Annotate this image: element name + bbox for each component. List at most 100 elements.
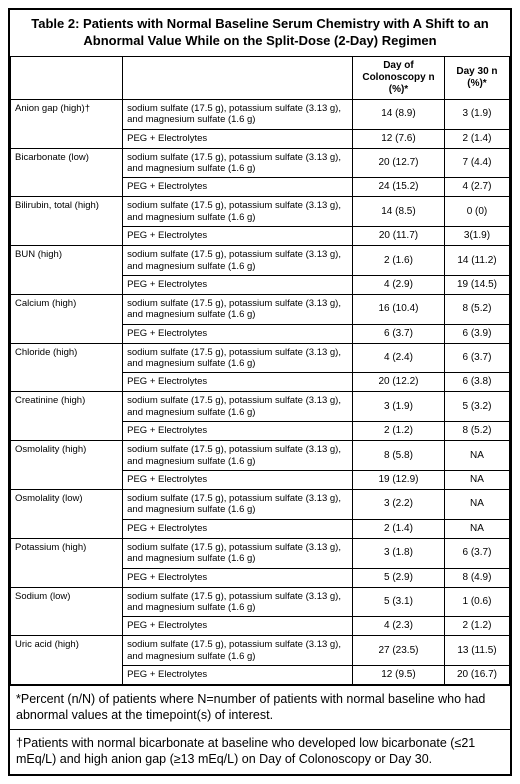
value-cell: 3 (1.9) <box>353 392 445 422</box>
treatment-cell: sodium sulfate (17.5 g), potassium sulfa… <box>123 538 353 568</box>
treatment-cell: sodium sulfate (17.5 g), potassium sulfa… <box>123 343 353 373</box>
table-row: Anion gap (high)†sodium sulfate (17.5 g)… <box>11 99 510 129</box>
treatment-cell: PEG + Electrolytes <box>123 666 353 685</box>
value-cell: 3 (1.9) <box>444 99 509 129</box>
value-cell: 4 (2.9) <box>353 275 445 294</box>
param-cell: Sodium (low) <box>11 587 123 636</box>
value-cell: 2 (1.6) <box>353 246 445 276</box>
param-cell: Osmolality (low) <box>11 490 123 539</box>
treatment-cell: sodium sulfate (17.5 g), potassium sulfa… <box>123 99 353 129</box>
value-cell: 1 (0.6) <box>444 587 509 617</box>
value-cell: 6 (3.8) <box>444 373 509 392</box>
value-cell: NA <box>444 471 509 490</box>
header-day30: Day 30 n (%)* <box>444 56 509 99</box>
table-row: Bicarbonate (low)sodium sulfate (17.5 g)… <box>11 148 510 178</box>
param-cell: Calcium (high) <box>11 294 123 343</box>
value-cell: 3(1.9) <box>444 227 509 246</box>
treatment-cell: PEG + Electrolytes <box>123 422 353 441</box>
table-row: Calcium (high)sodium sulfate (17.5 g), p… <box>11 294 510 324</box>
table-row: Chloride (high)sodium sulfate (17.5 g), … <box>11 343 510 373</box>
table-row: BUN (high)sodium sulfate (17.5 g), potas… <box>11 246 510 276</box>
treatment-cell: PEG + Electrolytes <box>123 324 353 343</box>
treatment-cell: PEG + Electrolytes <box>123 275 353 294</box>
value-cell: 2 (1.2) <box>444 617 509 636</box>
value-cell: NA <box>444 519 509 538</box>
value-cell: 8 (5.8) <box>353 441 445 471</box>
header-treat <box>123 56 353 99</box>
header-row: Day of Colonoscopy n (%)* Day 30 n (%)* <box>11 56 510 99</box>
table-row: Osmolality (high)sodium sulfate (17.5 g)… <box>11 441 510 471</box>
value-cell: 20 (16.7) <box>444 666 509 685</box>
treatment-cell: sodium sulfate (17.5 g), potassium sulfa… <box>123 636 353 666</box>
treatment-cell: PEG + Electrolytes <box>123 129 353 148</box>
value-cell: 14 (8.5) <box>353 197 445 227</box>
value-cell: 20 (12.2) <box>353 373 445 392</box>
treatment-cell: sodium sulfate (17.5 g), potassium sulfa… <box>123 246 353 276</box>
treatment-cell: sodium sulfate (17.5 g), potassium sulfa… <box>123 490 353 520</box>
treatment-cell: PEG + Electrolytes <box>123 519 353 538</box>
value-cell: 5 (3.2) <box>444 392 509 422</box>
value-cell: 7 (4.4) <box>444 148 509 178</box>
value-cell: NA <box>444 441 509 471</box>
param-cell: Creatinine (high) <box>11 392 123 441</box>
treatment-cell: sodium sulfate (17.5 g), potassium sulfa… <box>123 587 353 617</box>
value-cell: 16 (10.4) <box>353 294 445 324</box>
value-cell: 19 (12.9) <box>353 471 445 490</box>
treatment-cell: sodium sulfate (17.5 g), potassium sulfa… <box>123 197 353 227</box>
treatment-cell: PEG + Electrolytes <box>123 373 353 392</box>
param-cell: Anion gap (high)† <box>11 99 123 148</box>
table-row: Creatinine (high)sodium sulfate (17.5 g)… <box>11 392 510 422</box>
value-cell: 2 (1.4) <box>353 519 445 538</box>
value-cell: 5 (2.9) <box>353 568 445 587</box>
treatment-cell: PEG + Electrolytes <box>123 178 353 197</box>
table-row: Osmolality (low)sodium sulfate (17.5 g),… <box>11 490 510 520</box>
value-cell: 14 (8.9) <box>353 99 445 129</box>
value-cell: 12 (9.5) <box>353 666 445 685</box>
header-day-colonoscopy: Day of Colonoscopy n (%)* <box>353 56 445 99</box>
table-title: Table 2: Patients with Normal Baseline S… <box>10 10 510 56</box>
value-cell: 24 (15.2) <box>353 178 445 197</box>
treatment-cell: sodium sulfate (17.5 g), potassium sulfa… <box>123 392 353 422</box>
value-cell: 5 (3.1) <box>353 587 445 617</box>
value-cell: 0 (0) <box>444 197 509 227</box>
value-cell: 6 (3.7) <box>444 343 509 373</box>
value-cell: 2 (1.2) <box>353 422 445 441</box>
param-cell: Bilirubin, total (high) <box>11 197 123 246</box>
param-cell: BUN (high) <box>11 246 123 295</box>
treatment-cell: PEG + Electrolytes <box>123 471 353 490</box>
treatment-cell: PEG + Electrolytes <box>123 227 353 246</box>
value-cell: NA <box>444 490 509 520</box>
treatment-cell: sodium sulfate (17.5 g), potassium sulfa… <box>123 148 353 178</box>
footnote-2: †Patients with normal bicarbonate at bas… <box>10 729 510 773</box>
param-cell: Bicarbonate (low) <box>11 148 123 197</box>
value-cell: 3 (1.8) <box>353 538 445 568</box>
table-row: Potassium (high)sodium sulfate (17.5 g),… <box>11 538 510 568</box>
value-cell: 8 (5.2) <box>444 422 509 441</box>
value-cell: 8 (4.9) <box>444 568 509 587</box>
value-cell: 20 (11.7) <box>353 227 445 246</box>
table-container: Table 2: Patients with Normal Baseline S… <box>8 8 512 776</box>
value-cell: 14 (11.2) <box>444 246 509 276</box>
value-cell: 3 (2.2) <box>353 490 445 520</box>
param-cell: Uric acid (high) <box>11 636 123 685</box>
value-cell: 19 (14.5) <box>444 275 509 294</box>
value-cell: 13 (11.5) <box>444 636 509 666</box>
value-cell: 2 (1.4) <box>444 129 509 148</box>
value-cell: 4 (2.3) <box>353 617 445 636</box>
table-row: Uric acid (high)sodium sulfate (17.5 g),… <box>11 636 510 666</box>
treatment-cell: PEG + Electrolytes <box>123 568 353 587</box>
param-cell: Potassium (high) <box>11 538 123 587</box>
table-row: Sodium (low)sodium sulfate (17.5 g), pot… <box>11 587 510 617</box>
treatment-cell: PEG + Electrolytes <box>123 617 353 636</box>
value-cell: 12 (7.6) <box>353 129 445 148</box>
chemistry-table: Day of Colonoscopy n (%)* Day 30 n (%)* … <box>10 56 510 685</box>
value-cell: 6 (3.7) <box>444 538 509 568</box>
treatment-cell: sodium sulfate (17.5 g), potassium sulfa… <box>123 294 353 324</box>
value-cell: 4 (2.4) <box>353 343 445 373</box>
value-cell: 20 (12.7) <box>353 148 445 178</box>
header-param <box>11 56 123 99</box>
value-cell: 27 (23.5) <box>353 636 445 666</box>
value-cell: 4 (2.7) <box>444 178 509 197</box>
param-cell: Chloride (high) <box>11 343 123 392</box>
value-cell: 8 (5.2) <box>444 294 509 324</box>
